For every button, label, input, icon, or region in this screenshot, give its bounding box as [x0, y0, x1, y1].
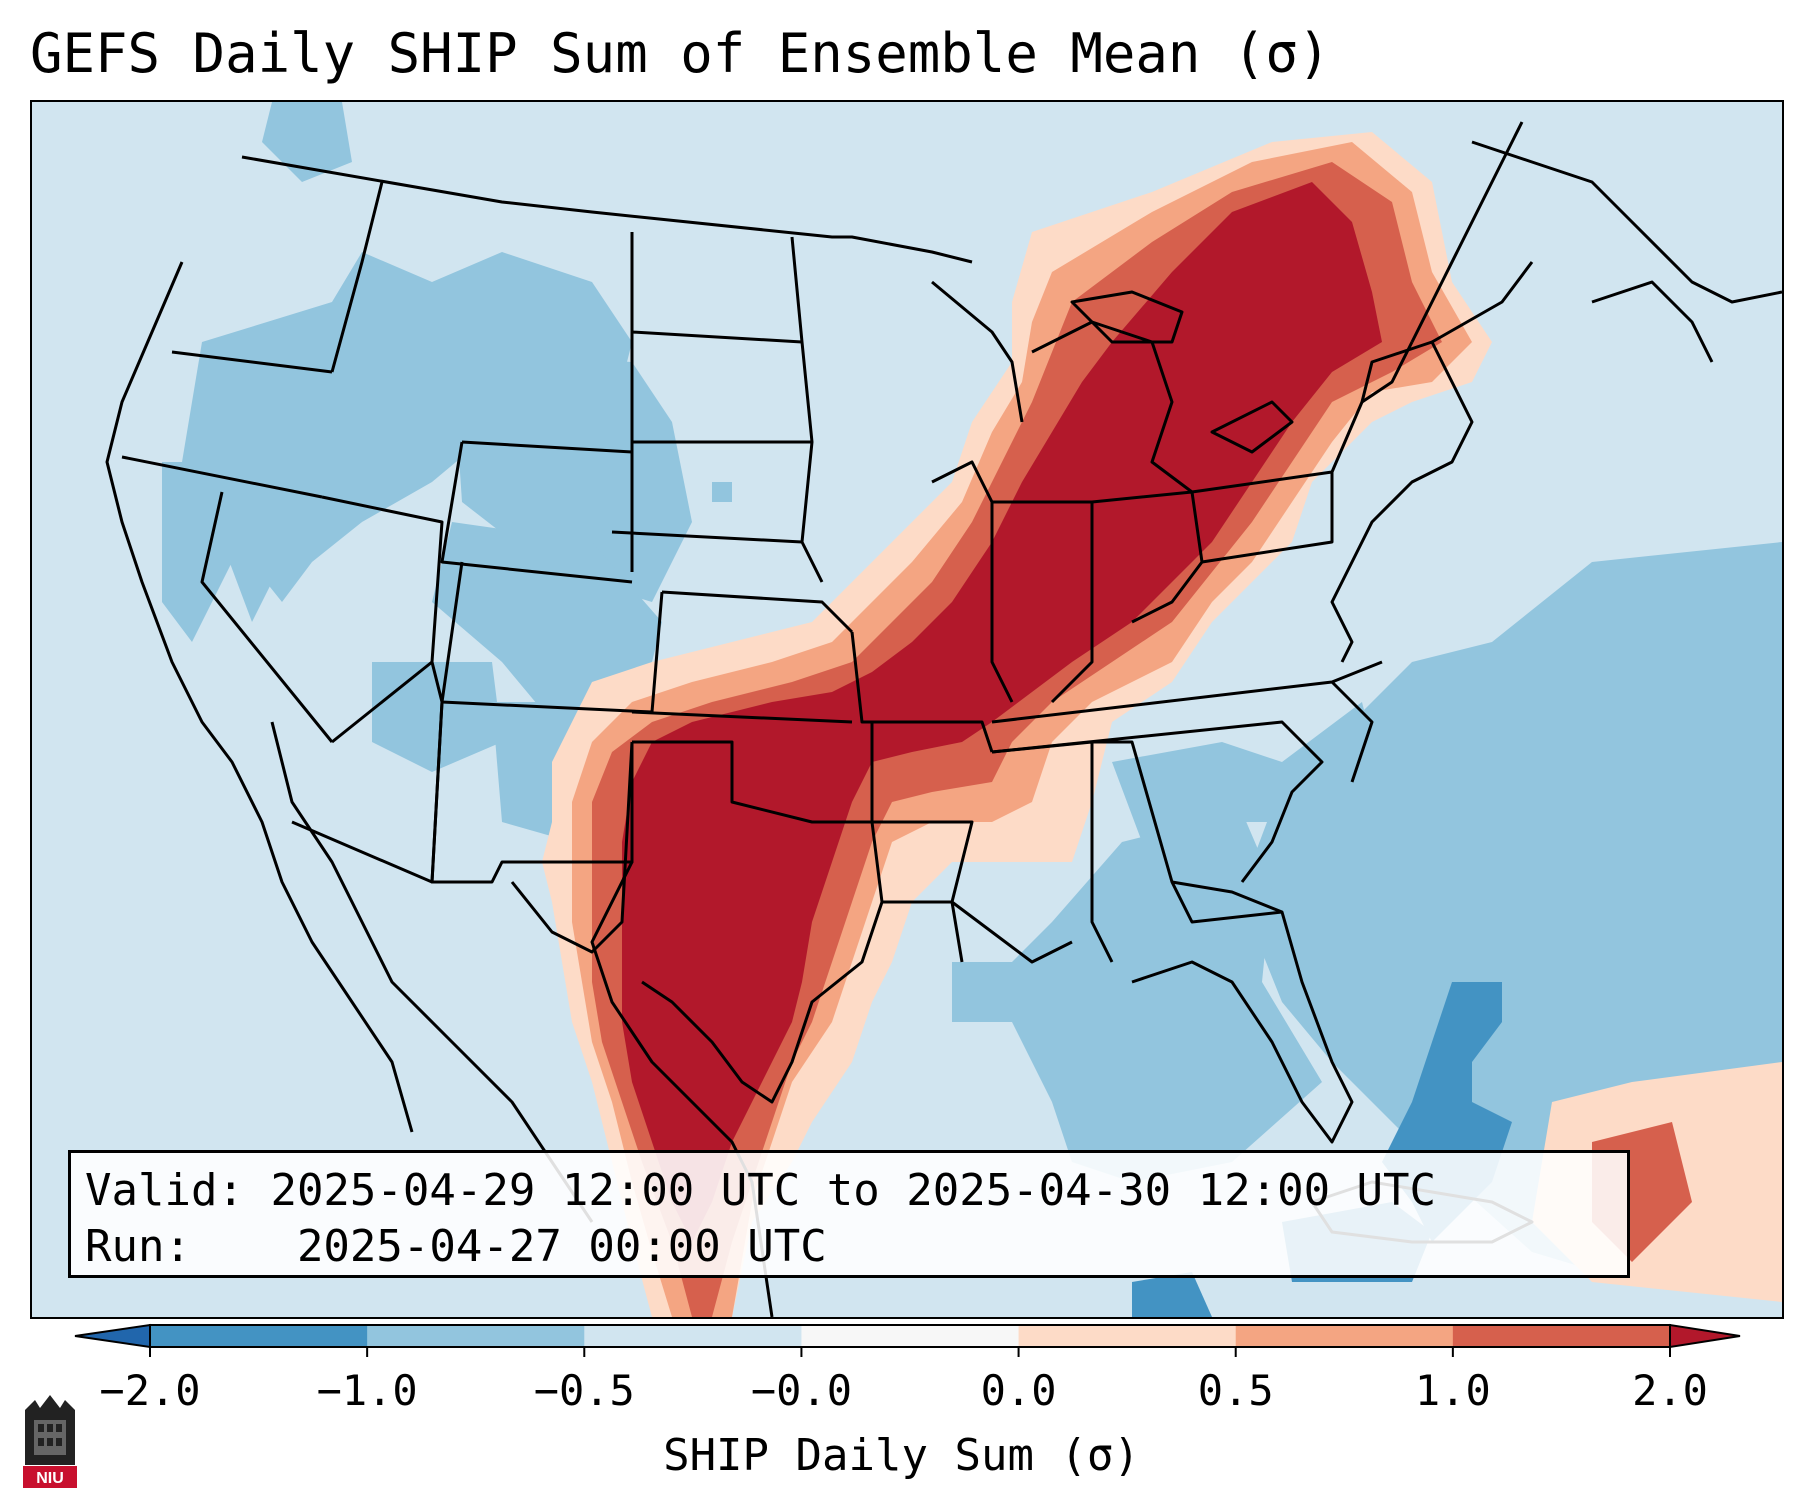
state-boundaries [105, 121, 1782, 1317]
colorbar-tick-label-5: 0.5 [1198, 1366, 1274, 1415]
dark-red-core [622, 182, 1382, 1242]
colorbar-tick-label-7: 2.0 [1632, 1366, 1708, 1415]
colorbar-tick-label-3: −0.0 [751, 1366, 852, 1415]
logo-text: NIU [36, 1470, 64, 1487]
colorbar-tick-label-0: −2.0 [99, 1366, 200, 1415]
map-panel [30, 100, 1784, 1319]
run-label: Run: [85, 1221, 191, 1272]
colorbar-segment-2 [584, 1325, 802, 1347]
colorbar-segments [74, 1323, 1741, 1349]
colorbar-tick-label-2: −0.5 [534, 1366, 635, 1415]
colorbar-segment-3 [801, 1325, 1020, 1347]
valid-run-info-box: Valid: 2025-04-29 12:00 UTC to 2025-04-3… [68, 1150, 1630, 1278]
valid-value: 2025-04-29 12:00 UTC to 2025-04-30 12:00… [270, 1165, 1437, 1216]
colorbar-segment-5 [1235, 1325, 1454, 1347]
colorbar-over-extension [1669, 1323, 1741, 1349]
colorbar-tick-label-6: 1.0 [1415, 1366, 1491, 1415]
run-value: 2025-04-27 00:00 UTC [296, 1221, 827, 1272]
ship-map [32, 102, 1782, 1317]
map-title: GEFS Daily SHIP Sum of Ensemble Mean (σ) [30, 22, 1331, 85]
colorbar-segment-0 [150, 1325, 368, 1347]
colorbar-segment-6 [1452, 1325, 1671, 1347]
colorbar-label: SHIP Daily Sum (σ) [663, 1430, 1140, 1481]
colorbar-segment-4 [1018, 1325, 1237, 1347]
colorbar-under-extension [74, 1323, 151, 1349]
colorbar: −2.0 −1.0 −0.5 −0.0 0.0 0.5 1.0 2.0 [74, 1323, 1741, 1415]
colorbar-tick-label-1: −1.0 [317, 1366, 418, 1415]
colorbar-frame [149, 1324, 1671, 1348]
colorbar-ticks: −2.0 −1.0 −0.5 −0.0 0.0 0.5 1.0 2.0 [99, 1347, 1708, 1415]
colorbar-segment-1 [367, 1325, 585, 1347]
colorbar-tick-label-4: 0.0 [981, 1366, 1057, 1415]
valid-label: Valid: [85, 1165, 244, 1216]
niu-logo: NIU [23, 1395, 77, 1488]
